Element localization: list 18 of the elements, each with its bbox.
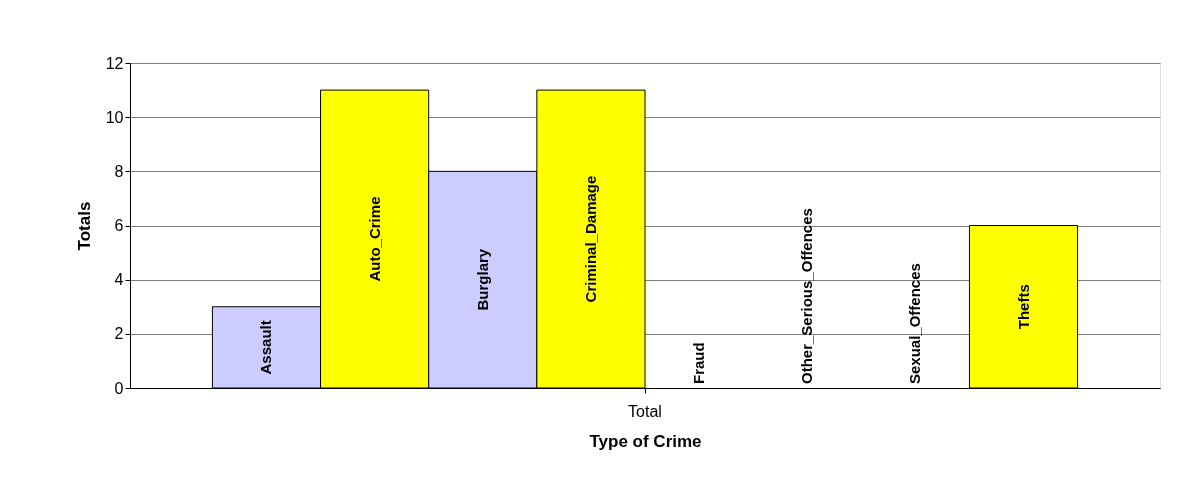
y-tick-label: 0 [114,379,124,397]
series-label: Auto_Crime [365,196,383,282]
y-tick-label: 4 [114,271,124,289]
y-tick-label: 8 [114,162,124,180]
y-tick-label: 10 [105,108,124,126]
y-axis-title: Totals [74,201,94,251]
series-label: Burglary [473,248,491,311]
text: Other_Serious_Offences [798,208,816,384]
series-label: Assault [257,320,275,375]
y-tick-label: 12 [105,54,124,72]
y-tick-label: 2 [114,325,124,343]
series-label: Criminal_Damage [581,175,599,303]
x-tick-label: Total [628,402,662,420]
text: Sexual_Offences [906,263,924,384]
y-tick-label: 6 [114,217,124,234]
text: Fraud [690,342,708,384]
x-axis-title: Type of Crime [589,431,702,451]
series-label: Thefts [1014,284,1032,330]
